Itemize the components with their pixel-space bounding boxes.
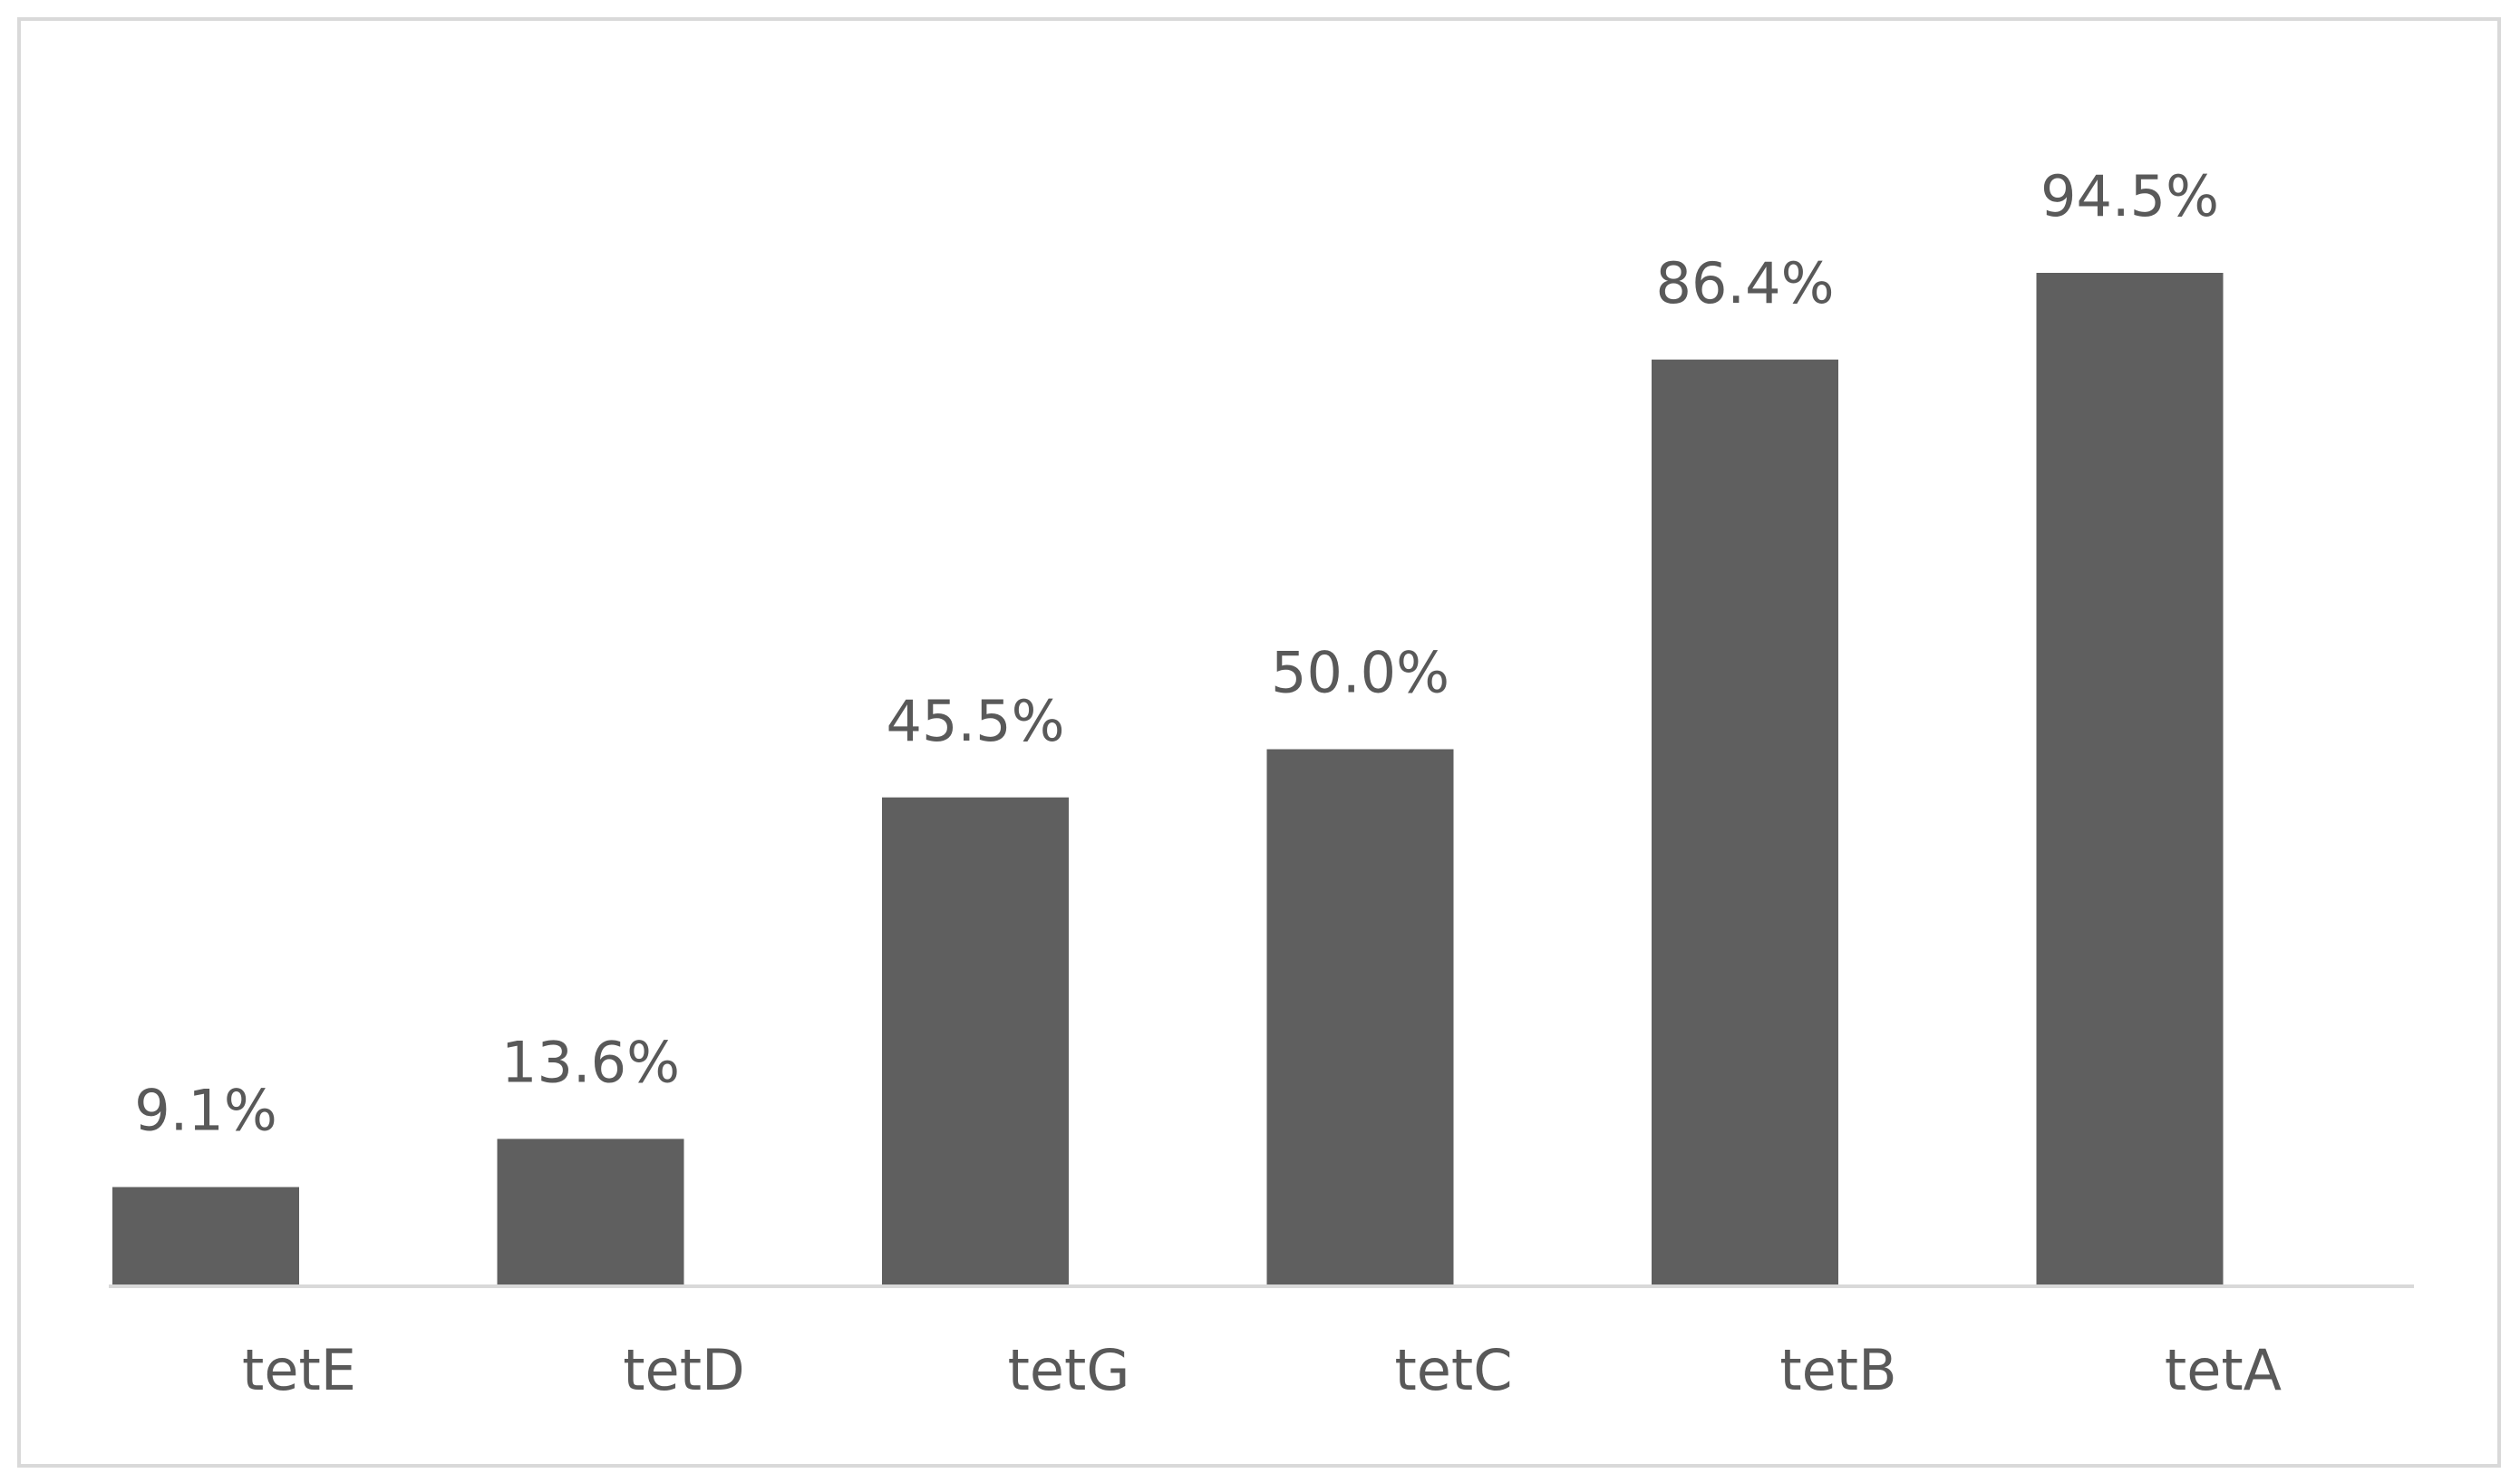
data-label: 50.0% [1271, 640, 1449, 706]
bar [112, 1187, 299, 1284]
data-label: 9.1% [134, 1078, 277, 1144]
data-label: 86.4% [1656, 250, 1835, 316]
data-label: 94.5% [2040, 163, 2219, 229]
x-tick-label: tetC [1394, 1337, 1512, 1403]
bar [1652, 359, 1838, 1285]
x-tick-label: tetD [623, 1337, 745, 1403]
bar [882, 797, 1069, 1284]
bar [2036, 273, 2224, 1284]
x-tick-label: tetA [2165, 1337, 2282, 1403]
x-tick-label: tetG [1008, 1337, 1130, 1403]
data-label: 13.6% [501, 1029, 680, 1095]
data-label: 45.5% [887, 688, 1065, 754]
x-tick-label: tetE [242, 1337, 356, 1403]
bar [497, 1139, 684, 1284]
bar [1266, 749, 1454, 1284]
x-tick-label: tetB [1779, 1337, 1896, 1403]
